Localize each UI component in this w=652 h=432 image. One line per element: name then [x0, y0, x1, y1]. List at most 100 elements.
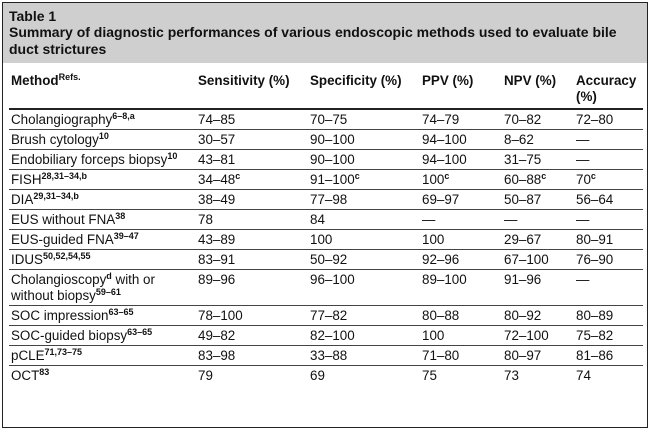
npv-cell: 31–75 [504, 152, 542, 167]
table-row: EUS without FNA38 78 84 — — — [9, 210, 643, 230]
ppv-cell: 75 [422, 368, 437, 383]
accuracy-cell: — [576, 152, 590, 167]
npv-cell: 67–100 [504, 252, 549, 267]
ppv-cell: 74–79 [422, 112, 460, 127]
column-header-npv: NPV (%) [504, 73, 557, 88]
method-cell: OCT83 [11, 367, 50, 384]
column-header-specificity: Specificity (%) [310, 73, 402, 88]
npv-cell: 60–88c [504, 171, 547, 188]
sensitivity-cell: 83–98 [198, 348, 236, 363]
specificity-cell: 84 [310, 212, 325, 227]
method-cell: DIA29,31–34,b [11, 191, 79, 208]
method-cell: Cholangiography6–8,a [11, 111, 135, 128]
accuracy-cell: 75–82 [576, 328, 614, 343]
data-table: MethodRefs. Sensitivity (%) Specificity … [9, 69, 643, 385]
npv-cell: — [504, 212, 518, 227]
specificity-cell: 77–98 [310, 192, 348, 207]
specificity-cell: 91–100c [310, 171, 360, 188]
sensitivity-cell: 43–81 [198, 152, 236, 167]
specificity-cell: 90–100 [310, 132, 355, 147]
method-cell: IDUS50,52,54,55 [11, 251, 91, 268]
method-cell: pCLE71,73–75 [11, 347, 83, 364]
accuracy-cell: 80–91 [576, 232, 614, 247]
accuracy-cell: 74 [576, 368, 591, 383]
specificity-cell: 69 [310, 368, 325, 383]
table-row: EUS-guided FNA39–47 43–89 100 100 29–67 80–91 [9, 230, 643, 250]
npv-cell: 72–100 [504, 328, 549, 343]
column-header-method: MethodRefs. [11, 72, 81, 89]
npv-cell: 29–67 [504, 232, 542, 247]
table-row: FISH28,31–34,b 34–48c 91–100c 100c 60–88c 70c [9, 170, 643, 190]
accuracy-cell: 80–89 [576, 308, 614, 323]
method-cell: EUS-guided FNA39–47 [11, 231, 139, 248]
ppv-cell: 94–100 [422, 132, 467, 147]
ppv-cell: 100 [422, 232, 445, 247]
specificity-cell: 33–88 [310, 348, 348, 363]
header-row: MethodRefs. Sensitivity (%) Specificity … [9, 69, 643, 109]
sensitivity-cell: 78–100 [198, 308, 243, 323]
sensitivity-cell: 78 [198, 212, 213, 227]
table-row: SOC impression63–65 78–100 77–82 80–88 80–92… [9, 306, 643, 326]
ppv-cell: 80–88 [422, 308, 460, 323]
ppv-cell: 89–100 [422, 272, 467, 287]
specificity-cell: 70–75 [310, 112, 348, 127]
ppv-cell: 92–96 [422, 252, 460, 267]
table-row: OCT83 79 69 75 73 74 [9, 366, 643, 386]
accuracy-cell: 81–86 [576, 348, 614, 363]
method-cell: SOC-guided biopsy63–65 [11, 327, 153, 344]
accuracy-cell: 76–90 [576, 252, 614, 267]
npv-cell: 80–92 [504, 308, 542, 323]
accuracy-cell: — [576, 272, 590, 287]
accuracy-cell: 72–80 [576, 112, 614, 127]
table-row: SOC-guided biopsy63–65 49–82 82–100 100 72–1… [9, 326, 643, 346]
table-row: DIA29,31–34,b 38–49 77–98 69–97 50–87 56–64 [9, 190, 643, 210]
table-header: Table 1 Summary of diagnostic performanc… [3, 3, 647, 63]
sensitivity-cell: 30–57 [198, 132, 236, 147]
ppv-cell: — [422, 212, 436, 227]
npv-cell: 8–62 [504, 132, 534, 147]
specificity-cell: 96–100 [310, 272, 355, 287]
ppv-cell: 100 [422, 328, 445, 343]
specificity-cell: 50–92 [310, 252, 348, 267]
specificity-cell: 77–82 [310, 308, 348, 323]
column-header-ppv: PPV (%) [422, 73, 474, 88]
ppv-cell: 69–97 [422, 192, 460, 207]
table-row: Cholangiography6–8,a 74–85 70–75 74–79 70–82… [9, 109, 643, 130]
specificity-cell: 82–100 [310, 328, 355, 343]
ppv-cell: 71–80 [422, 348, 460, 363]
method-cell: EUS without FNA38 [11, 211, 126, 228]
sensitivity-cell: 79 [198, 368, 213, 383]
sensitivity-cell: 74–85 [198, 112, 236, 127]
npv-cell: 91–96 [504, 272, 542, 287]
method-cell: SOC impression63–65 [11, 307, 134, 324]
ppv-cell: 94–100 [422, 152, 467, 167]
npv-cell: 80–97 [504, 348, 542, 363]
sensitivity-cell: 38–49 [198, 192, 236, 207]
table-row: Cholangioscopyd with or without biopsy59… [9, 270, 643, 306]
table-frame: Table 1 Summary of diagnostic performanc… [2, 2, 648, 428]
accuracy-cell: 56–64 [576, 192, 614, 207]
method-cell: FISH28,31–34,b [11, 171, 88, 188]
sensitivity-cell: 49–82 [198, 328, 236, 343]
accuracy-cell: 70c [576, 171, 596, 188]
specificity-cell: 100 [310, 232, 333, 247]
column-header-sensitivity: Sensitivity (%) [198, 73, 290, 88]
accuracy-cell: — [576, 212, 590, 227]
sensitivity-cell: 89–96 [198, 272, 236, 287]
table-row: Brush cytology10 30–57 90–100 94–100 8–62 — [9, 130, 643, 150]
npv-cell: 73 [504, 368, 519, 383]
method-cell: Brush cytology10 [11, 131, 109, 148]
column-header-accuracy: Accuracy (%) [576, 73, 637, 104]
method-cell: Cholangioscopyd with or without biopsy59… [11, 271, 155, 304]
npv-cell: 70–82 [504, 112, 542, 127]
table-caption: Summary of diagnostic performances of va… [9, 24, 617, 57]
specificity-cell: 90–100 [310, 152, 355, 167]
sensitivity-cell: 34–48c [198, 171, 241, 188]
npv-cell: 50–87 [504, 192, 542, 207]
table-row: IDUS50,52,54,55 83–91 50–92 92–96 67–100 76–9… [9, 250, 643, 270]
ppv-cell: 100c [422, 171, 450, 188]
table-row: pCLE71,73–75 83–98 33–88 71–80 80–97 81–86 [9, 346, 643, 366]
table-label: Table 1 [9, 8, 57, 24]
sensitivity-cell: 43–89 [198, 232, 236, 247]
accuracy-cell: — [576, 132, 590, 147]
